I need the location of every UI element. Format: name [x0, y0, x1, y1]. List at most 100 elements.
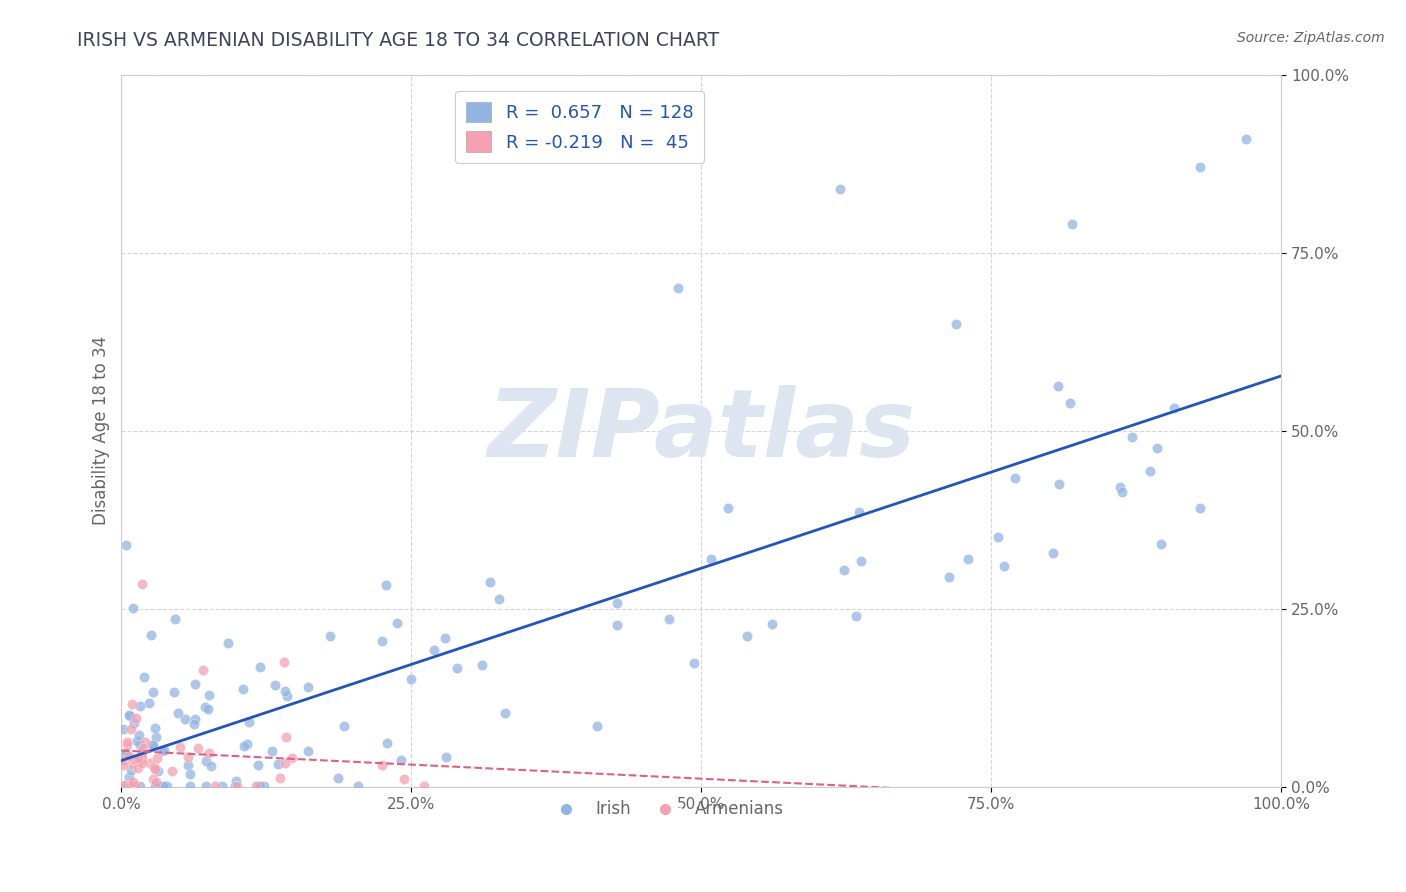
Point	[124, 780, 146, 794]
Point	[606, 618, 628, 632]
Point	[187, 741, 209, 756]
Point	[658, 611, 681, 625]
Point	[115, 738, 138, 752]
Point	[194, 700, 217, 714]
Point	[146, 780, 169, 794]
Point	[114, 780, 136, 794]
Point	[177, 749, 200, 764]
Point	[1146, 441, 1168, 455]
Point	[146, 764, 169, 778]
Point	[121, 600, 143, 615]
Point	[1004, 471, 1026, 485]
Point	[848, 505, 870, 519]
Point	[374, 577, 396, 591]
Point	[204, 780, 226, 794]
Point	[1188, 160, 1211, 174]
Point	[1234, 131, 1257, 145]
Point	[956, 552, 979, 566]
Point	[1163, 401, 1185, 416]
Point	[938, 570, 960, 584]
Point	[184, 712, 207, 726]
Text: IRISH VS ARMENIAN DISABILITY AGE 18 TO 34 CORRELATION CHART: IRISH VS ARMENIAN DISABILITY AGE 18 TO 3…	[77, 31, 720, 50]
Point	[117, 749, 139, 764]
Point	[399, 673, 422, 687]
Point	[1188, 501, 1211, 516]
Point	[371, 758, 394, 772]
Point	[152, 780, 174, 794]
Point	[987, 531, 1010, 545]
Point	[235, 737, 257, 751]
Point	[183, 716, 205, 731]
Point	[249, 780, 271, 794]
Point	[263, 678, 285, 692]
Point	[273, 656, 295, 670]
Point	[224, 780, 246, 794]
Point	[141, 738, 163, 752]
Point	[167, 706, 190, 720]
Point	[606, 596, 628, 610]
Point	[761, 616, 783, 631]
Point	[993, 558, 1015, 573]
Point	[276, 730, 298, 744]
Point	[347, 780, 370, 794]
Point	[333, 719, 356, 733]
Point	[197, 702, 219, 716]
Point	[122, 774, 145, 789]
Point	[145, 730, 167, 744]
Point	[118, 709, 141, 723]
Point	[112, 758, 135, 772]
Point	[127, 761, 149, 775]
Point	[245, 780, 267, 794]
Point	[225, 774, 247, 789]
Point	[111, 723, 134, 737]
Point	[274, 684, 297, 698]
Point	[142, 772, 165, 787]
Point	[112, 747, 135, 762]
Point	[1149, 536, 1171, 550]
Point	[232, 739, 254, 754]
Point	[114, 746, 136, 760]
Point	[471, 658, 494, 673]
Point	[1042, 546, 1064, 560]
Legend: Irish, Armenians: Irish, Armenians	[543, 794, 790, 825]
Point	[117, 770, 139, 784]
Point	[129, 738, 152, 752]
Point	[138, 696, 160, 710]
Point	[249, 660, 271, 674]
Point	[666, 281, 689, 295]
Point	[194, 755, 217, 769]
Point	[423, 643, 446, 657]
Point	[115, 538, 138, 552]
Point	[143, 721, 166, 735]
Point	[145, 774, 167, 789]
Point	[198, 746, 221, 760]
Point	[191, 663, 214, 677]
Point	[156, 780, 179, 794]
Point	[134, 734, 156, 748]
Point	[127, 751, 149, 765]
Point	[120, 722, 142, 736]
Point	[115, 735, 138, 749]
Point	[413, 779, 436, 793]
Point	[200, 759, 222, 773]
Point	[125, 711, 148, 725]
Point	[112, 753, 135, 767]
Point	[232, 681, 254, 696]
Point	[832, 563, 855, 577]
Point	[319, 629, 342, 643]
Point	[1139, 464, 1161, 478]
Point	[142, 685, 165, 699]
Text: ZIPatlas: ZIPatlas	[488, 384, 915, 477]
Point	[269, 771, 291, 785]
Point	[131, 756, 153, 770]
Point	[124, 779, 146, 793]
Point	[446, 661, 468, 675]
Point	[436, 750, 458, 764]
Point	[247, 780, 270, 794]
Point	[128, 728, 150, 742]
Point	[118, 780, 141, 794]
Point	[375, 736, 398, 750]
Point	[127, 780, 149, 794]
Point	[131, 751, 153, 765]
Point	[211, 780, 233, 794]
